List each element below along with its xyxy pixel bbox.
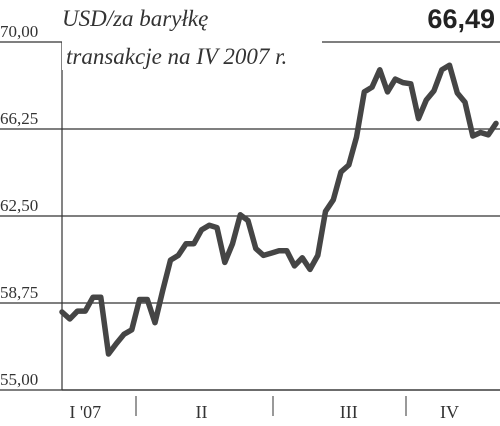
x-tick-label: IV <box>440 402 459 422</box>
y-tick-label: 62,50 <box>0 196 38 215</box>
chart-subtitle: transakcje na IV 2007 r. <box>66 44 287 69</box>
y-tick-label: 55,00 <box>0 370 38 389</box>
chart-title: USD/za baryłkę <box>62 6 208 31</box>
price-line <box>59 62 499 357</box>
y-tick-label: 70,00 <box>0 22 38 41</box>
x-tick-label: III <box>340 402 358 422</box>
y-tick-label: 58,75 <box>0 283 38 302</box>
subtitle-bg <box>62 40 322 70</box>
last-value: 66,49 <box>427 4 495 34</box>
grid: 55,00 58,75 62,50 66,25 70,00 <box>0 22 500 391</box>
x-tick-label: II <box>196 402 208 422</box>
y-tick-label: 66,25 <box>0 109 38 128</box>
x-tick-label: I '07 <box>69 402 101 422</box>
